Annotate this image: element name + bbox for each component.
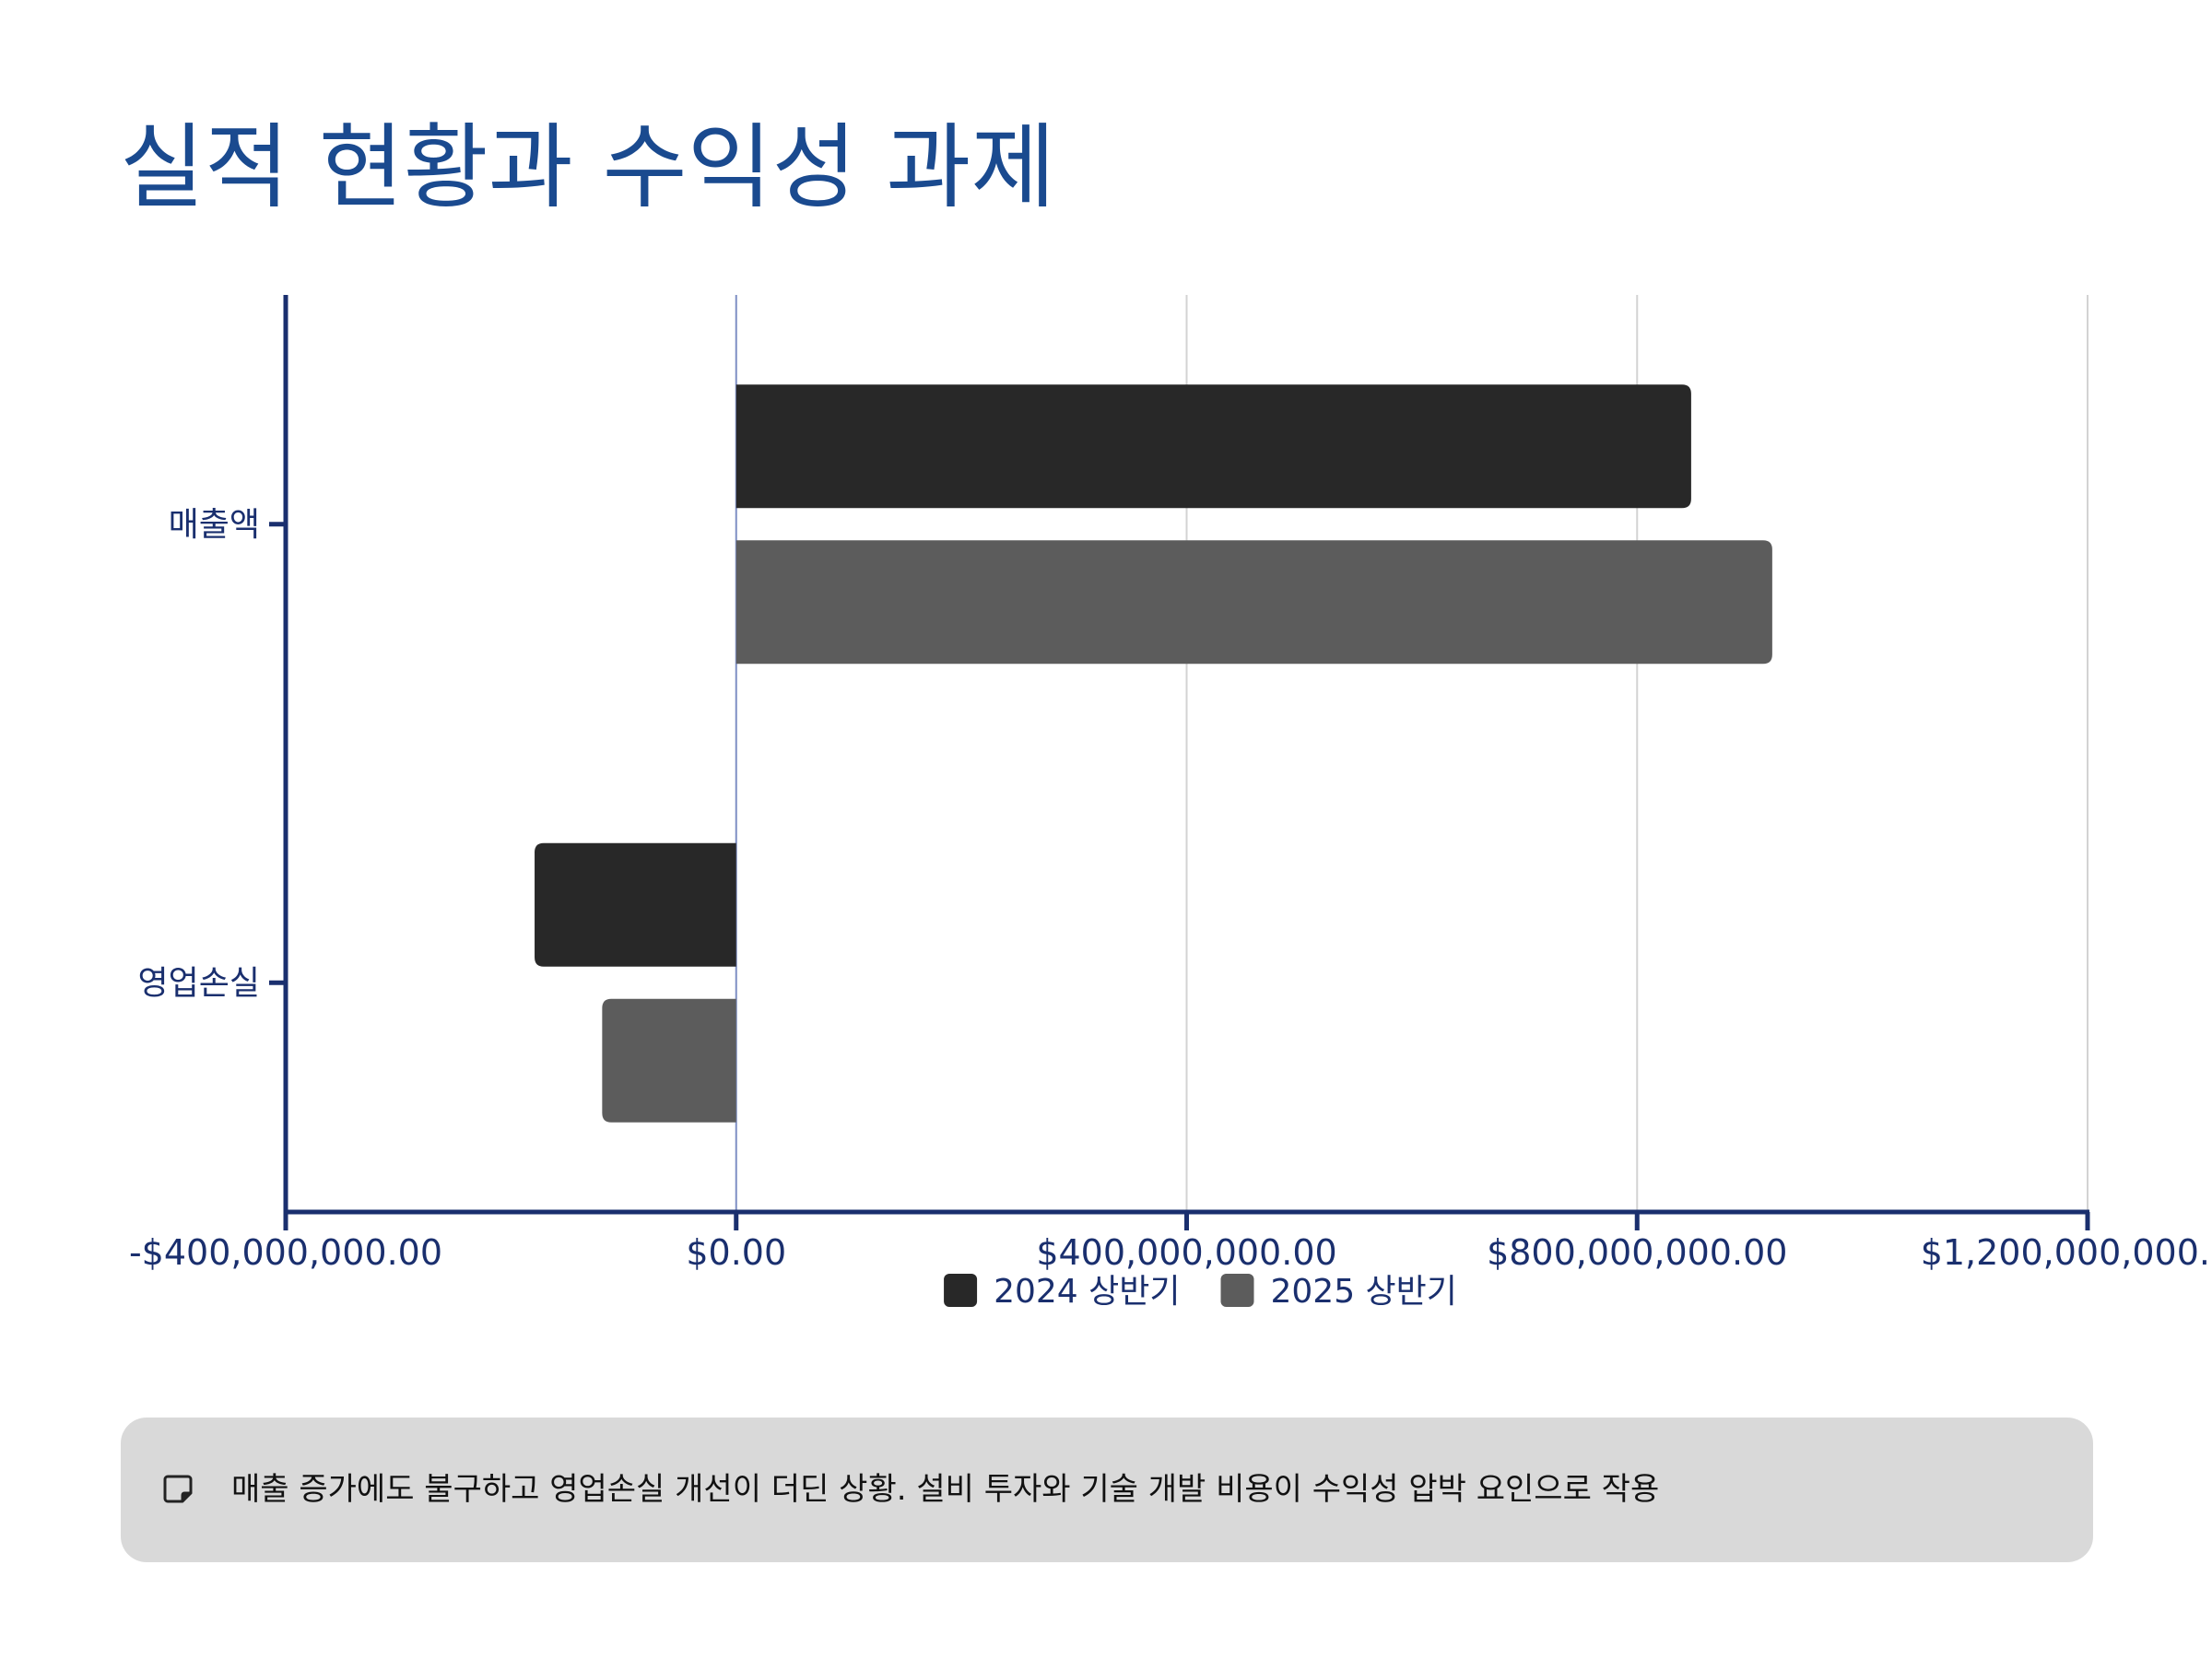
x-tick-label: $0.00 [686,1232,786,1273]
sticky-note-icon [163,1475,193,1503]
legend-swatch [1220,1274,1254,1307]
slide-title: 실적 현황과 수익성 과제 [120,113,1056,221]
bar [535,842,736,967]
bar [735,384,1691,509]
bar [602,998,736,1123]
y-tick-label: 영업손실 [138,964,260,1002]
bar [735,540,1772,665]
x-tick-label: $400,000,000.00 [1036,1232,1336,1273]
note-box: 매출 증가에도 불구하고 영업손실 개선이 더딘 상황. 설비 투자와 기술 개… [121,1418,2093,1562]
legend-label: 2024 상반기 [994,1273,1180,1311]
note-text: 매출 증가에도 불구하고 영업손실 개선이 더딘 상황. 설비 투자와 기술 개… [231,1471,1660,1508]
chart-legend: 2024 상반기 2025 상반기 [944,1273,1457,1311]
x-tick-label: $1,200,000,000.00 [1921,1232,2212,1273]
chart-bars [535,384,1772,1123]
legend-label: 2025 상반기 [1271,1273,1457,1311]
legend-swatch [944,1274,978,1307]
y-tick-label: 매출액 [169,506,260,544]
x-tick-label: $800,000,000.00 [1487,1232,1787,1273]
x-tick-label: -$400,000,000.00 [129,1232,442,1273]
